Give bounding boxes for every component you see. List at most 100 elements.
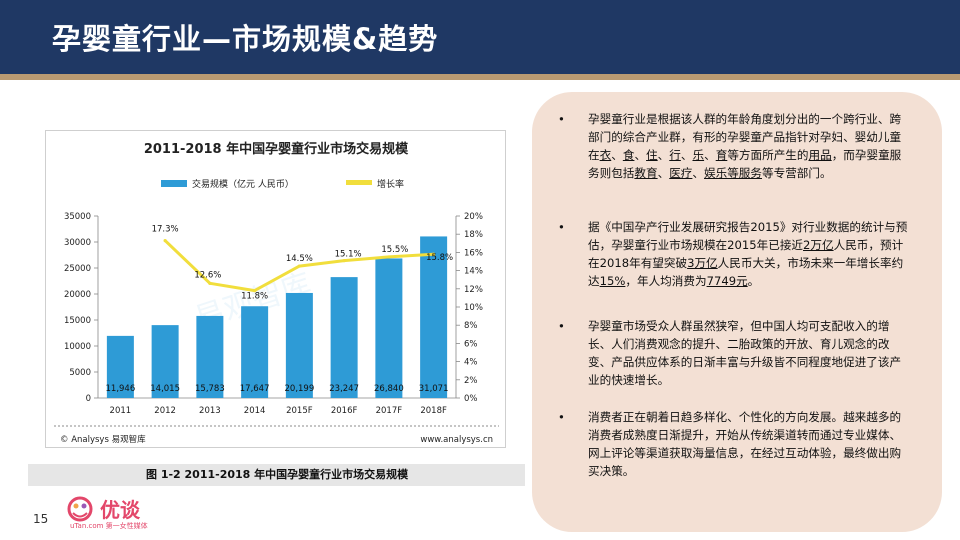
bullet-segment: 。 xyxy=(747,274,760,288)
y-right-tick-label: 8% xyxy=(464,321,478,331)
bullet-marker: • xyxy=(558,410,565,424)
bullet-segment: 、 xyxy=(692,166,705,180)
bullet-segment: 、 xyxy=(704,148,716,162)
x-tick-label: 2018F xyxy=(420,406,447,416)
bullet-keyword: 用品 xyxy=(808,148,832,162)
legend-bar-label: 交易规模（亿元 人民币） xyxy=(192,178,294,190)
x-tick-label: 2016F xyxy=(331,406,358,416)
growth-rate-point xyxy=(387,255,391,259)
y-right-tick-label: 4% xyxy=(464,358,478,368)
y-left-tick-label: 30000 xyxy=(64,238,91,248)
bar-2017F xyxy=(375,258,403,398)
bar-2011 xyxy=(106,335,134,398)
bullet-keyword: 娱乐等服务 xyxy=(704,166,762,180)
y-left-tick-label: 0 xyxy=(86,394,91,404)
x-tick-label: 2017F xyxy=(376,406,403,416)
y-left-tick-label: 10000 xyxy=(64,342,91,352)
bullet-segment: 、 xyxy=(657,148,670,162)
growth-rate-point xyxy=(208,281,212,285)
x-tick-label: 2015F xyxy=(286,406,313,416)
bullet-keyword: 育 xyxy=(715,148,728,162)
bullet-marker: • xyxy=(558,112,565,126)
bar-value-label: 20,199 xyxy=(285,384,315,394)
brand-logo-icon xyxy=(67,496,93,522)
bullet-keyword: 教育 xyxy=(634,166,658,180)
title-bar: 孕婴童行业—市场规模&趋势 xyxy=(0,0,960,74)
bullet-segment: 、 xyxy=(680,148,693,162)
growth-rate-label: 14.5% xyxy=(286,254,313,264)
bar-value-label: 26,840 xyxy=(374,384,404,394)
y-right-tick-label: 18% xyxy=(464,230,483,240)
chart-title: 2011-2018 年中国孕婴童行业市场交易规模 xyxy=(144,141,409,157)
growth-rate-label: 15.5% xyxy=(381,245,408,255)
brand-name: 优谈 xyxy=(100,498,140,522)
x-tick-label: 2011 xyxy=(110,406,132,416)
bar-2015F xyxy=(285,292,313,398)
bullet-keyword: 行 xyxy=(669,148,681,162)
y-right-tick-label: 6% xyxy=(464,339,478,349)
growth-rate-label: 11.8% xyxy=(241,292,268,302)
growth-rate-point xyxy=(297,264,301,268)
bar-2016F xyxy=(330,277,358,398)
bullet-segment: 等方面所产生的 xyxy=(727,148,809,162)
chart-source: © Analysys 易观智库 xyxy=(60,434,146,445)
bullet-text: 消费者正在朝着日趋多样化、个性化的方向发展。越来越多的消费者成熟度日渐提升，开始… xyxy=(588,408,908,480)
page-number: 15 xyxy=(33,512,49,526)
bullet-segment: 人民币，预计在2018年有望突破 xyxy=(588,238,904,270)
legend-line-label: 增长率 xyxy=(377,178,404,190)
bullet-keyword: 乐 xyxy=(692,148,705,162)
bullet-segment: 孕婴童行业是根据该人群的年龄角度划分出的一个跨行业、跨部门的综合产业群，有形的孕… xyxy=(588,112,902,162)
bullet-marker: • xyxy=(558,220,565,234)
bullet-segment: 孕婴童市场受众人群虽然狭窄，但中国人均可支配收入的增长、人们消费观念的提升、二胎… xyxy=(588,319,902,387)
bullet-keyword: 衣 xyxy=(599,148,612,162)
bullet-keyword: 7749元 xyxy=(706,274,748,288)
chart-legend: 交易规模（亿元 人民币） 增长率 xyxy=(161,178,404,190)
y-right-tick-label: 0% xyxy=(464,394,478,404)
x-tick-label: 2013 xyxy=(199,406,221,416)
bullet-keyword: 3万亿 xyxy=(687,256,718,270)
growth-rate-label: 17.3% xyxy=(152,225,179,235)
y-right-tick-label: 16% xyxy=(464,248,483,258)
bar-2012 xyxy=(151,325,179,398)
legend-bar-swatch xyxy=(161,180,187,187)
bullet-keyword: 食 xyxy=(622,148,635,162)
slide-title: 孕婴童行业—市场规模&趋势 xyxy=(52,22,439,56)
market-size-chart: 2011-2018 年中国孕婴童行业市场交易规模 交易规模（亿元 人民币） 增长… xyxy=(54,141,499,445)
bullet-segment: 、 xyxy=(611,148,623,162)
bullet-segment: ，而孕婴童服务则包括 xyxy=(588,148,902,180)
bullet-segment: 等专营部门。 xyxy=(762,166,832,180)
growth-rate-point xyxy=(342,258,346,263)
bar-value-label: 11,946 xyxy=(106,384,136,394)
bar-value-label: 15,783 xyxy=(195,384,225,394)
y-right-tick-label: 12% xyxy=(464,285,483,295)
chart-labels: 0 5000 10000 15000 20000 25000 30000 35000 0% 2% 4… xyxy=(64,212,483,416)
bar-2014 xyxy=(241,306,269,398)
description-panel: • 孕婴童行业是根据该人群的年龄角度划分出的一个跨行业、跨部门的综合产业群，有形… xyxy=(532,92,942,532)
bullet-segment: ，年人均消费为 xyxy=(625,274,707,288)
brand-tagline: uTan.com 第一女性媒体 xyxy=(70,522,148,530)
chart-panel: 2011-2018 年中国孕婴童行业市场交易规模 交易规模（亿元 人民币） 增长… xyxy=(28,128,525,486)
bullet-marker: • xyxy=(558,319,565,333)
title-accent-stripe xyxy=(0,74,960,80)
growth-rate-label: 12.6% xyxy=(194,270,221,280)
bullet-keyword: 医疗 xyxy=(669,166,693,180)
bullet-keyword: 2万亿 xyxy=(803,238,834,252)
figure-caption: 图 1-2 2011-2018 年中国孕婴童行业市场交易规模 xyxy=(28,464,525,486)
bullet-text: 据《中国孕产行业发展研究报告2015》对行业数据的统计与预估，孕婴童行业市场规模… xyxy=(588,218,908,290)
y-right-tick-label: 2% xyxy=(464,376,478,386)
chart-growth-line xyxy=(163,238,436,293)
y-right-tick-label: 10% xyxy=(464,303,483,313)
growth-rate-label: 15.1% xyxy=(335,250,362,260)
growth-rate-point xyxy=(432,252,436,256)
bar-2013 xyxy=(196,315,224,398)
y-left-tick-label: 5000 xyxy=(69,368,91,378)
bullet-keyword: 住 xyxy=(646,148,658,162)
y-right-tick-label: 20% xyxy=(464,212,483,222)
growth-rate-label: 15.8% xyxy=(426,253,453,263)
bullet-text: 孕婴童行业是根据该人群的年龄角度划分出的一个跨行业、跨部门的综合产业群，有形的孕… xyxy=(588,110,908,182)
bar-value-label: 14,015 xyxy=(150,384,180,394)
bullet-segment: 据《中国孕产行业发展研究报告2015》对行业数据的统计与预估，孕婴童行业市场规模… xyxy=(588,220,908,252)
bullet-segment: 、 xyxy=(657,166,670,180)
y-left-tick-label: 20000 xyxy=(64,290,91,300)
y-left-tick-label: 15000 xyxy=(64,316,91,326)
